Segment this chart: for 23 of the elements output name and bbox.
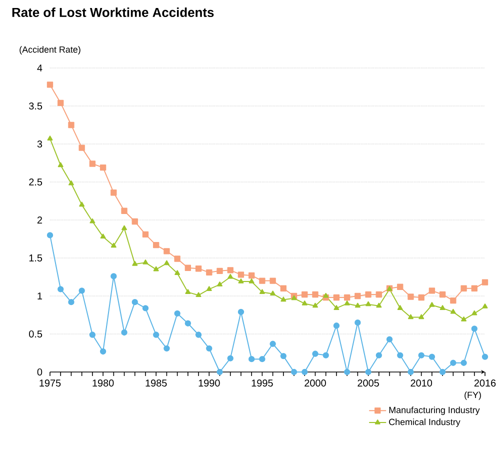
x-tick-label: 1995 [252, 380, 273, 387]
x-tick-label: 1980 [92, 380, 114, 387]
y-tick-label: 2 [37, 216, 42, 224]
y-tick-label: 3.5 [29, 102, 42, 110]
legend-label: Chemical Industry [389, 418, 460, 427]
x-tick-label: 1975 [40, 380, 61, 387]
x-tick-label: 1985 [146, 380, 167, 387]
x-tick-label: 2010 [410, 380, 432, 387]
x-axis-title: (FY) [464, 392, 481, 400]
x-tick-label: 2005 [358, 380, 379, 387]
chart-title: Rate of Lost Worktime Accidents [12, 8, 214, 18]
y-tick-label: 0 [37, 368, 42, 376]
x-tick-label: 1990 [198, 380, 220, 387]
y-tick-label: 2.5 [29, 178, 42, 186]
y-axis-title: (Accident Rate) [20, 46, 80, 54]
x-tick-label: 2000 [304, 380, 326, 387]
y-tick-label: 0.5 [29, 330, 42, 338]
x-tick-label: 2016 [474, 380, 496, 387]
y-tick-label: 1 [38, 292, 42, 300]
legend-label: Manufacturing Industry [389, 406, 480, 415]
y-tick-label: 4 [37, 64, 42, 72]
y-tick-label: 1.5 [29, 254, 42, 262]
y-tick-label: 3 [37, 140, 42, 148]
